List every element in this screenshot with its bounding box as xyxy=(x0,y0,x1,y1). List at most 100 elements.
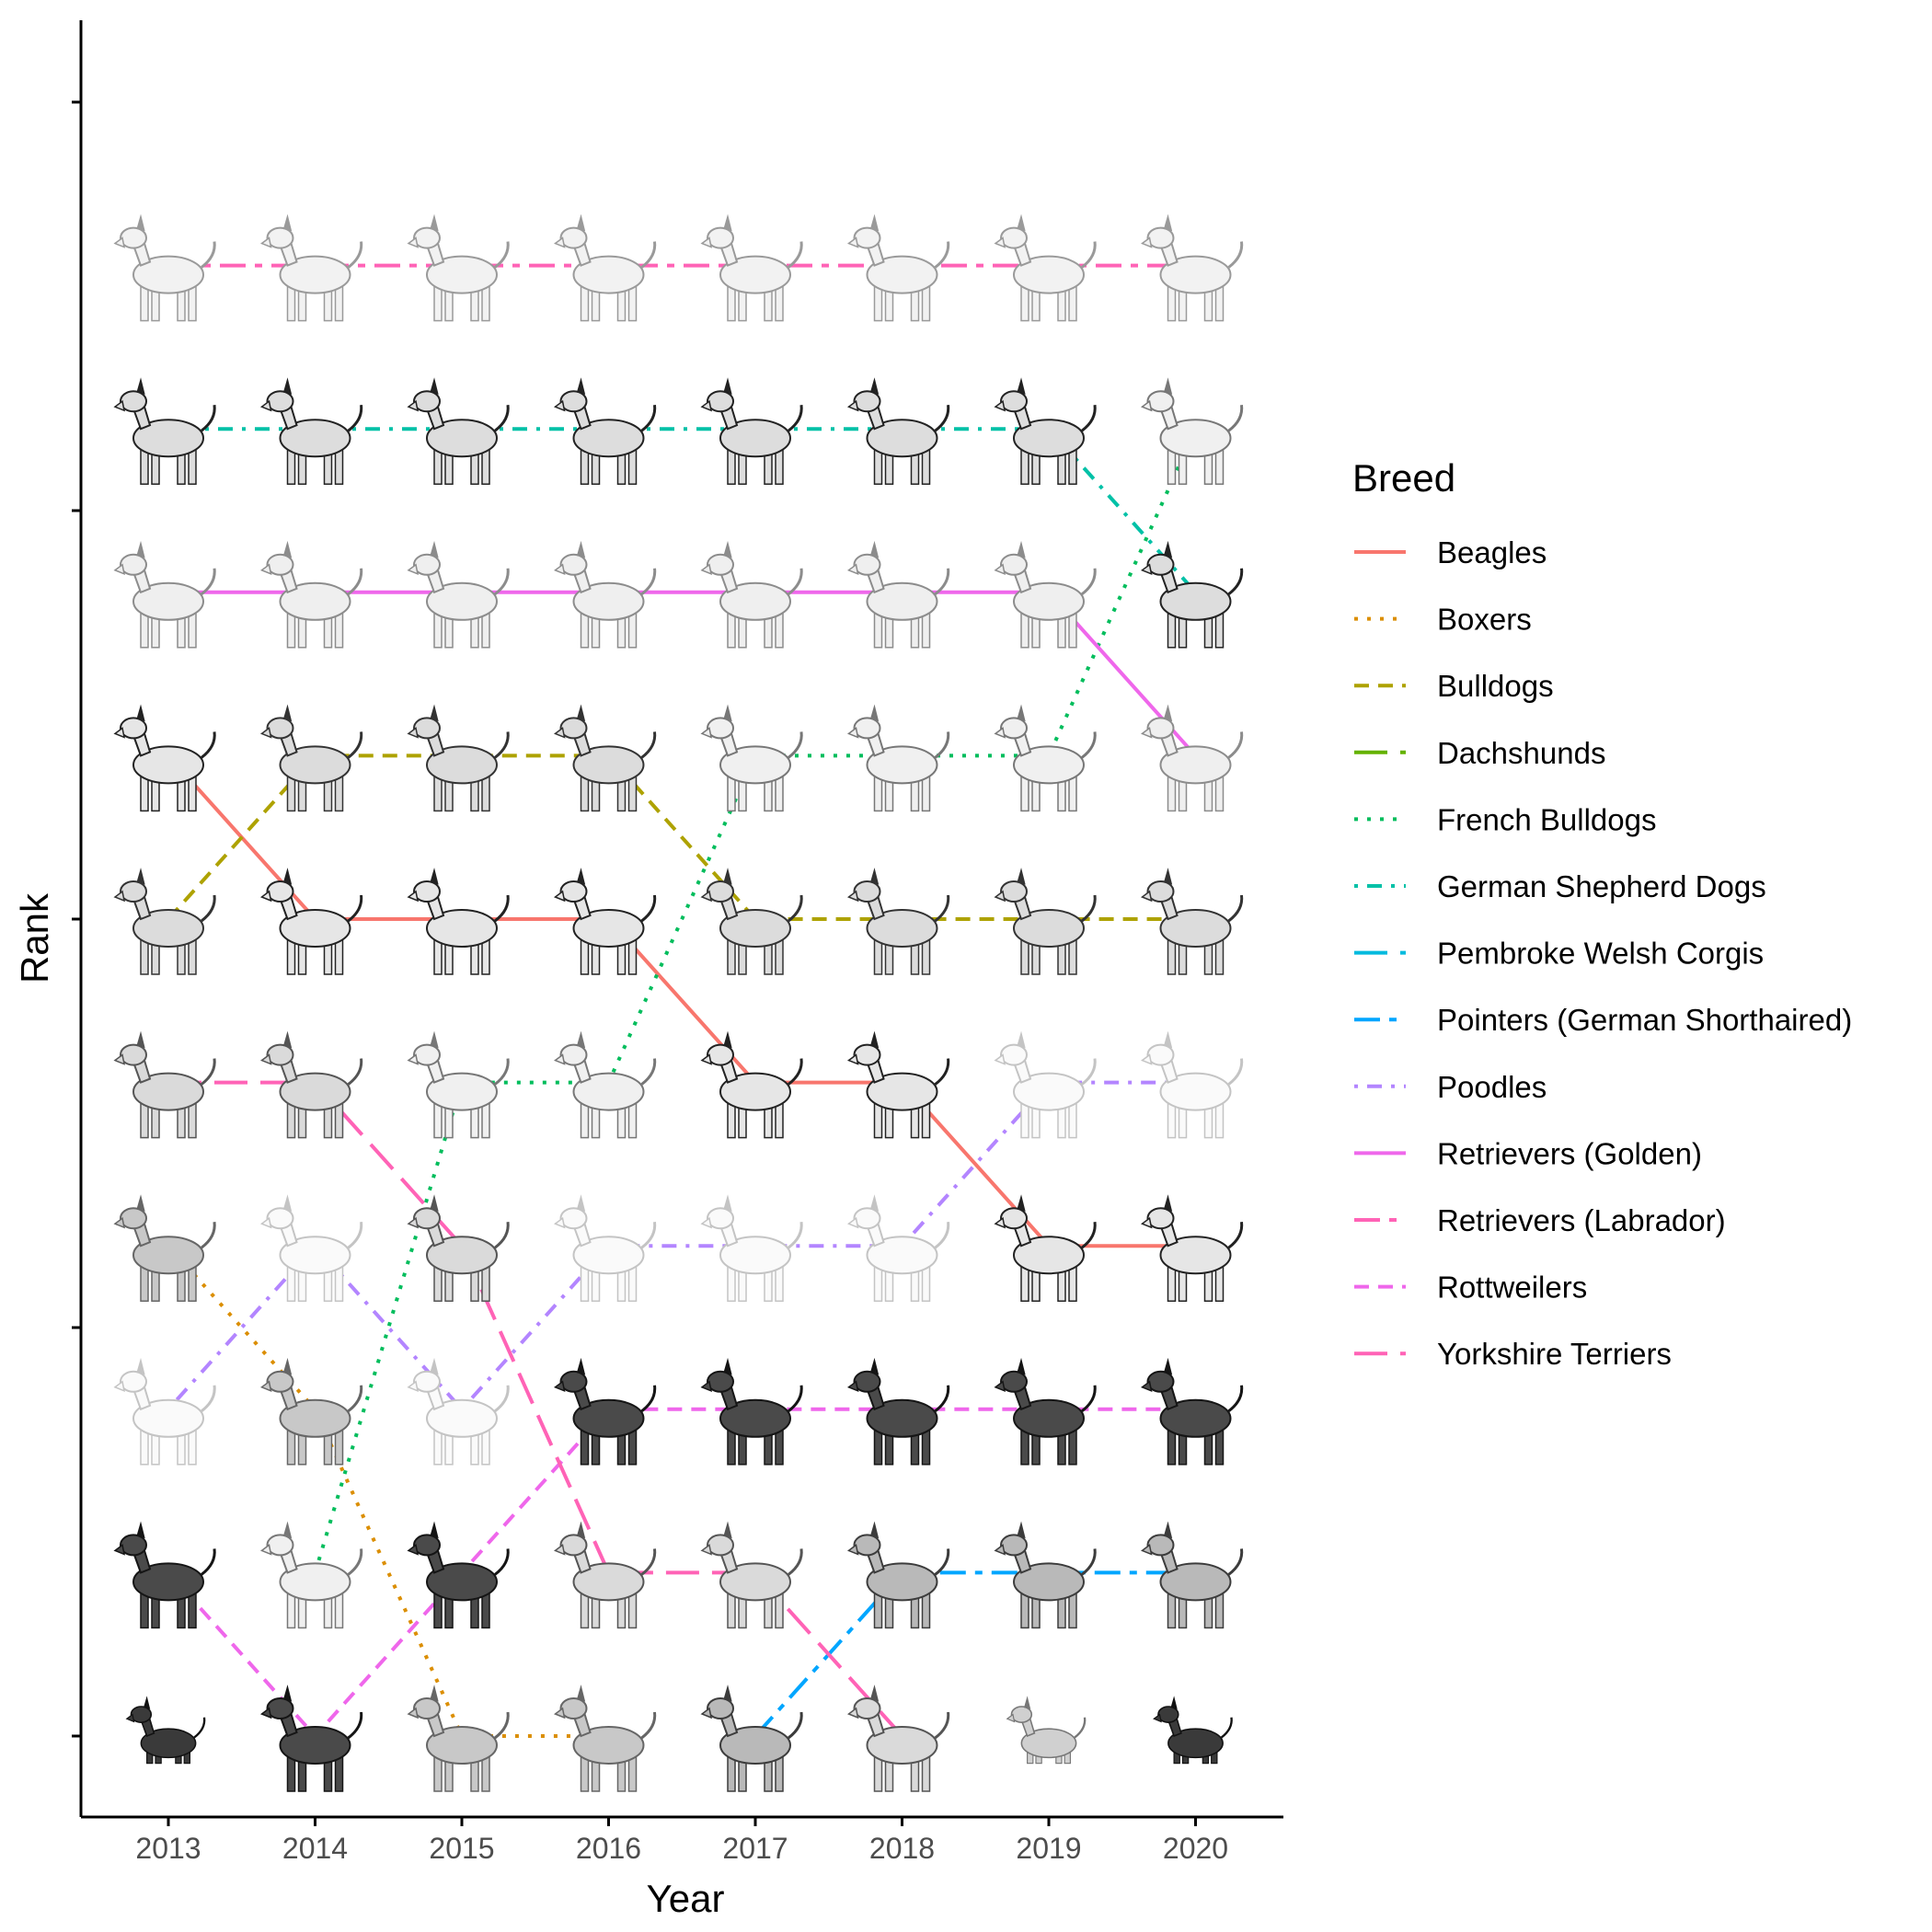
labrador-icon xyxy=(994,213,1097,322)
bulldog-icon xyxy=(994,868,1097,975)
poodle-icon xyxy=(553,1194,657,1302)
rottweiler-icon xyxy=(407,1521,510,1629)
golden-retriever-icon xyxy=(407,540,510,649)
legend-label: Pointers (German Shorthaired) xyxy=(1437,1003,1852,1037)
french-bulldog-icon xyxy=(846,704,950,812)
beagle-icon xyxy=(1140,1194,1244,1302)
poodle-icon xyxy=(259,1194,363,1302)
golden-retriever-icon xyxy=(553,540,657,649)
poodle-icon xyxy=(1140,1030,1244,1139)
legend-item: German Shepherd Dogs xyxy=(1354,869,1766,903)
x-tick-label: 2017 xyxy=(722,1832,788,1865)
legend-label: French Bulldogs xyxy=(1437,802,1656,836)
french-bulldog-icon xyxy=(259,1521,363,1629)
french-bulldog-icon xyxy=(994,704,1097,812)
legend-label: Retrievers (Golden) xyxy=(1437,1136,1702,1170)
legend-item: Boxers xyxy=(1354,603,1532,637)
x-tick-label: 2016 xyxy=(576,1832,641,1865)
poodle-icon xyxy=(846,1194,950,1302)
legend-label: Yorkshire Terriers xyxy=(1437,1337,1672,1371)
x-tick-label: 2020 xyxy=(1163,1832,1228,1865)
labrador-icon xyxy=(259,213,363,322)
french-bulldog-icon xyxy=(700,704,803,812)
x-tick-label: 2018 xyxy=(869,1832,935,1865)
legend: Breed Beagles Boxers Bulldogs Dachshunds Fre… xyxy=(1352,456,1852,1371)
golden-retriever-icon xyxy=(1140,704,1244,812)
rottweiler-icon xyxy=(553,1357,657,1466)
legend-item: Rottweilers xyxy=(1354,1271,1587,1305)
series-lines xyxy=(167,263,1198,1739)
corgi-icon xyxy=(1006,1696,1087,1765)
axes: 2013 2014 2015 2016 2017 2018 2019 2020 xyxy=(72,20,1283,1865)
german-shepherd-icon xyxy=(259,377,363,485)
legend-item: Retrievers (Labrador) xyxy=(1354,1203,1726,1237)
legend-item: Poodles xyxy=(1354,1070,1547,1104)
beagle-icon xyxy=(259,868,363,975)
bulldog-icon xyxy=(553,704,657,812)
german-shepherd-icon xyxy=(846,377,950,485)
labrador-icon xyxy=(113,213,216,322)
golden-retriever-icon xyxy=(113,540,216,649)
bulldog-icon xyxy=(113,868,216,975)
yorkshire-terrier-icon xyxy=(113,1030,216,1139)
bulldog-icon xyxy=(259,704,363,812)
legend-item: Pointers (German Shorthaired) xyxy=(1354,1003,1852,1037)
pointer-icon xyxy=(700,1685,803,1792)
bulldog-icon xyxy=(407,704,510,812)
german-shepherd-icon xyxy=(994,377,1097,485)
pointer-icon xyxy=(1140,1521,1244,1629)
series-line-rottweilers xyxy=(167,1407,1196,1739)
x-tick-label: 2015 xyxy=(429,1832,494,1865)
legend-item: French Bulldogs xyxy=(1354,802,1656,836)
legend-item: Pembroke Welsh Corgis xyxy=(1354,937,1764,971)
german-shepherd-icon xyxy=(113,377,216,485)
yorkshire-terrier-icon xyxy=(846,1685,950,1792)
french-bulldog-icon xyxy=(1140,377,1244,485)
labrador-icon xyxy=(407,213,510,322)
poodle-icon xyxy=(407,1357,510,1466)
series-line-boxers xyxy=(167,1244,609,1738)
legend-item: Bulldogs xyxy=(1354,669,1554,703)
legend-title: Breed xyxy=(1352,456,1455,500)
legend-label: Poodles xyxy=(1437,1070,1547,1104)
legend-label: Beagles xyxy=(1437,535,1547,569)
rottweiler-icon xyxy=(1140,1357,1244,1466)
legend-label: Rottweilers xyxy=(1437,1271,1587,1305)
yorkshire-terrier-icon xyxy=(259,1030,363,1139)
legend-item: Yorkshire Terriers xyxy=(1354,1337,1672,1371)
labrador-icon xyxy=(553,213,657,322)
x-tick-label: 2014 xyxy=(282,1832,348,1865)
rottweiler-icon xyxy=(846,1357,950,1466)
golden-retriever-icon xyxy=(846,540,950,649)
legend-item: Beagles xyxy=(1354,535,1547,569)
labrador-icon xyxy=(846,213,950,322)
series-line-pointers-german-shorthaired xyxy=(753,1570,1196,1738)
rottweiler-icon xyxy=(259,1685,363,1792)
boxer-icon xyxy=(407,1685,510,1792)
beagle-icon xyxy=(994,1194,1097,1302)
rottweiler-icon xyxy=(700,1357,803,1466)
german-shepherd-icon xyxy=(407,377,510,485)
pointer-icon xyxy=(846,1521,950,1629)
labrador-icon xyxy=(1140,213,1244,322)
boxer-icon xyxy=(259,1357,363,1466)
golden-retriever-icon xyxy=(259,540,363,649)
beagle-icon xyxy=(700,1030,803,1139)
x-tick-label: 2019 xyxy=(1016,1832,1081,1865)
legend-item: Dachshunds xyxy=(1354,736,1605,770)
poodle-icon xyxy=(113,1357,216,1466)
boxer-icon xyxy=(113,1194,216,1302)
bulldog-icon xyxy=(846,868,950,975)
bulldog-icon xyxy=(1140,868,1244,975)
legend-label: Pembroke Welsh Corgis xyxy=(1437,937,1764,971)
poodle-icon xyxy=(700,1194,803,1302)
series-line-beagles xyxy=(167,754,1196,1248)
german-shepherd-icon xyxy=(1140,540,1244,649)
french-bulldog-icon xyxy=(407,1030,510,1139)
legend-label: Bulldogs xyxy=(1437,669,1554,703)
beagle-icon xyxy=(553,868,657,975)
dachshund-icon xyxy=(125,1696,206,1765)
yorkshire-terrier-icon xyxy=(553,1521,657,1629)
german-shepherd-icon xyxy=(553,377,657,485)
